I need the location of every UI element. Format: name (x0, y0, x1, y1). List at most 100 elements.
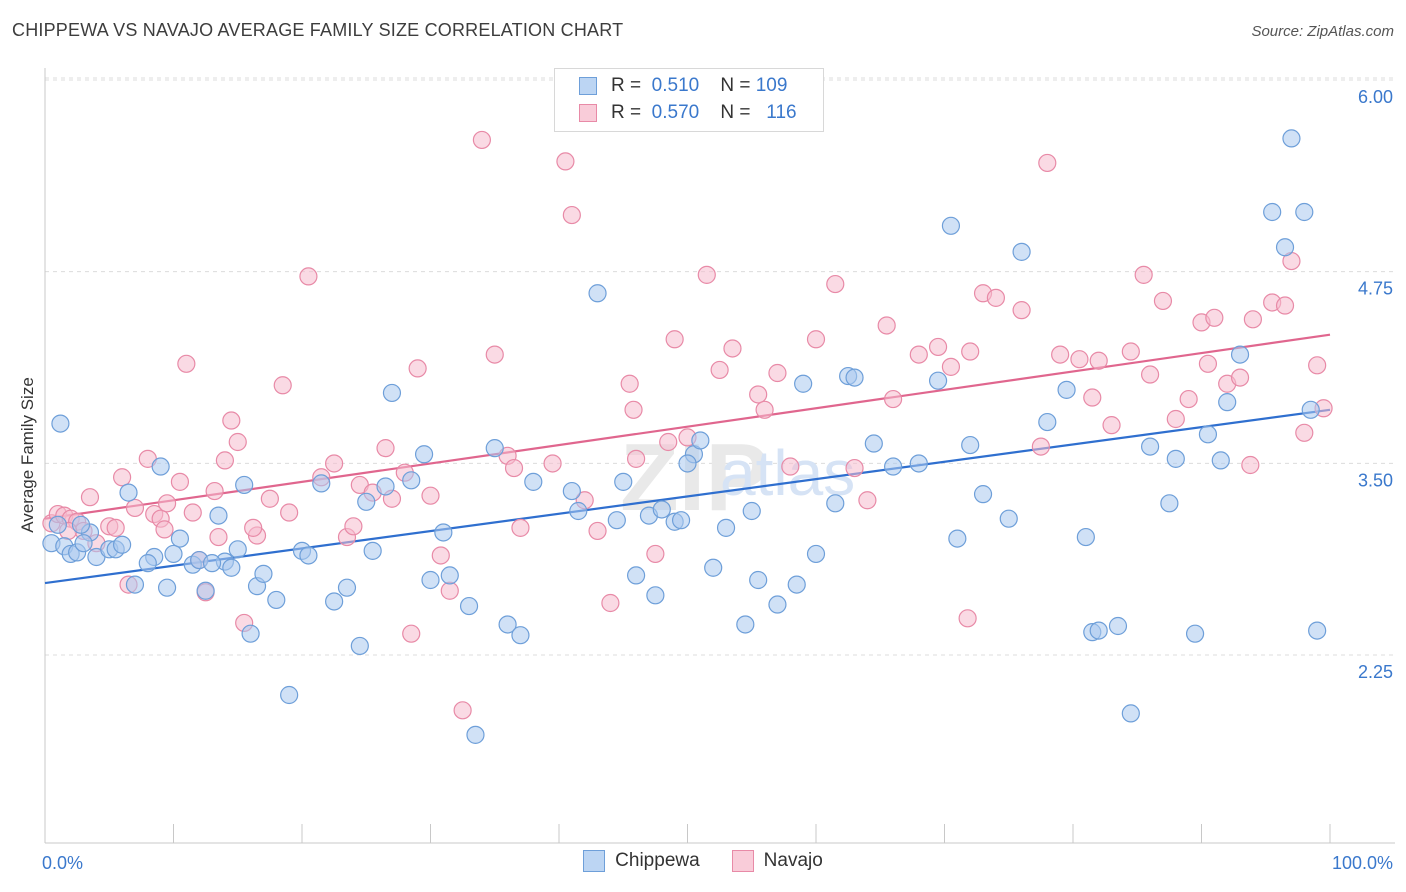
navajo-point (755, 400, 774, 419)
navajo-point (1275, 296, 1295, 315)
navajo-point (260, 489, 279, 508)
chippewa-point (125, 575, 145, 594)
navajo-point (170, 472, 190, 491)
navajo-point (1153, 291, 1173, 311)
navajo-point (408, 359, 427, 378)
trend-lines (44, 333, 1331, 585)
navajo-swatch (579, 104, 597, 122)
chippewa-point (421, 570, 440, 590)
legend-item-navajo[interactable]: Navajo (731, 850, 823, 872)
navajo-point (1179, 389, 1198, 409)
navajo-point (183, 503, 202, 522)
navajo-point (806, 330, 826, 349)
navajo-point (112, 468, 132, 487)
chippewa-point (1038, 412, 1057, 432)
navajo-point (440, 581, 459, 600)
navajo-point (1089, 351, 1108, 370)
chippewa-point (119, 483, 138, 502)
navajo-point (659, 432, 678, 452)
chippewa-point (414, 445, 434, 464)
navajo-point (624, 400, 643, 419)
chippewa-point (498, 615, 517, 634)
chippewa-point (138, 554, 157, 573)
chippewa-point (883, 457, 903, 476)
navajo-point (472, 130, 491, 150)
chippewa-point (382, 383, 402, 403)
navajo-point (244, 518, 263, 537)
chippewa-point (691, 431, 710, 450)
chippewa-point (440, 566, 459, 585)
legend-n-value: 109 (755, 75, 788, 96)
chippewa-point (1295, 202, 1314, 222)
navajo-point (215, 451, 234, 470)
chippewa-point (794, 374, 813, 393)
navajo-point (344, 517, 363, 536)
navajo-point (453, 701, 472, 720)
navajo-point (588, 521, 607, 541)
navajo-point (1198, 354, 1218, 373)
chippewa-point (973, 485, 993, 504)
navajo-point (1070, 350, 1089, 369)
axes (44, 68, 1395, 844)
navajo-point (845, 458, 864, 478)
navajo-point (665, 330, 684, 349)
chippewa-point (999, 509, 1018, 528)
y-tick-label: 2.25 (1358, 662, 1393, 682)
chippewa-point (1140, 437, 1160, 456)
legend-item-chippewa[interactable]: Chippewa (583, 850, 700, 872)
navajo-point (205, 481, 224, 501)
navajo-point (1308, 356, 1327, 375)
navajo-point (556, 152, 575, 171)
navajo-point (928, 337, 948, 357)
chippewa-point (434, 523, 453, 542)
navajo-point (646, 544, 665, 564)
data-points (42, 129, 1333, 744)
chippewa-point (1108, 616, 1128, 636)
navajo-point (511, 518, 530, 537)
series-chippewa (42, 129, 1327, 744)
chippewa-point (235, 475, 254, 495)
navajo-point (280, 503, 299, 522)
chippewa-point (768, 595, 787, 614)
navajo-point (781, 457, 800, 476)
chippewa-point (1185, 624, 1205, 643)
x-tick-label: 0.0% (42, 853, 83, 873)
chippewa-point (1160, 494, 1179, 513)
navajo-point (883, 389, 903, 409)
chippewa-point (1218, 393, 1237, 412)
navajo-point (1295, 423, 1314, 442)
navajo-point (485, 345, 504, 364)
navajo-point (273, 376, 292, 395)
navajo-point (177, 354, 196, 373)
navajo-swatch (731, 850, 754, 872)
navajo-point (228, 432, 247, 452)
chippewa-point (350, 636, 369, 656)
chippewa-point (196, 581, 215, 600)
chippewa-point (112, 535, 132, 554)
chippewa-point (312, 474, 331, 493)
chippewa-point (716, 518, 736, 537)
chippewa-point (325, 592, 344, 611)
chippewa-point (826, 494, 845, 513)
navajo-point (157, 494, 177, 513)
chippewa-point (1275, 238, 1295, 257)
legend-label-chippewa: Chippewa (615, 850, 700, 871)
chippewa-point (1166, 449, 1185, 468)
navajo-point (768, 363, 787, 383)
legend-n-label: N = (720, 75, 751, 96)
navajo-point (1031, 437, 1050, 456)
navajo-point (504, 458, 524, 478)
chippewa-point (626, 566, 646, 585)
chippewa-point (1230, 345, 1250, 364)
chippewa-point (569, 501, 588, 521)
chippewa-point (228, 540, 247, 559)
legend-r-label: R = (611, 75, 642, 96)
chippewa-point (402, 471, 421, 490)
chippewa-point (280, 685, 299, 705)
navajo-point (325, 454, 344, 473)
chippewa-point (151, 457, 170, 476)
chippewa-point (363, 541, 382, 560)
navajo-point (1243, 310, 1263, 329)
chippewa-point (74, 534, 93, 553)
chippewa-swatch (579, 77, 597, 95)
